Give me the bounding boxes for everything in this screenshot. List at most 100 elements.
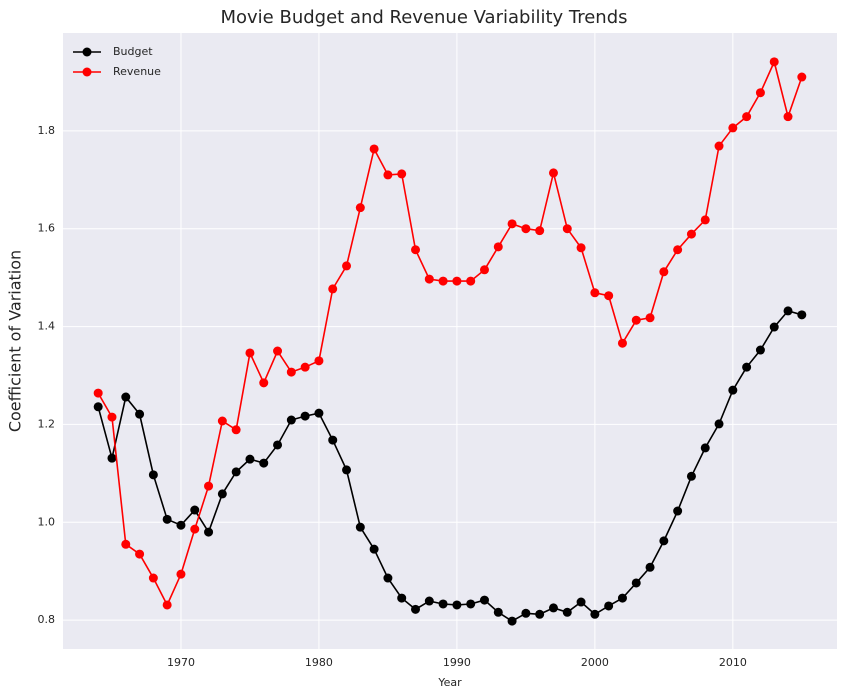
data-point [783,306,793,316]
data-point [700,215,710,225]
data-point [300,362,310,372]
data-point [659,536,669,546]
legend-marker [82,47,92,57]
data-point [466,276,476,286]
data-point [245,348,255,358]
data-point [424,274,434,284]
data-point [755,345,765,355]
data-point [204,527,214,537]
x-tick-label: 2010 [719,656,747,669]
data-point [355,522,365,532]
legend-label: Revenue [113,65,161,78]
data-point [617,593,627,603]
data-point [769,322,779,332]
data-point [135,549,145,559]
data-point [755,88,765,98]
data-point [314,408,324,418]
data-point [328,435,338,445]
x-tick-label: 2000 [581,656,609,669]
data-point [204,481,214,491]
data-point [521,608,531,618]
data-point [686,471,696,481]
data-point [148,573,158,583]
y-tick-label: 1.6 [38,222,56,235]
data-point [162,600,172,610]
y-tick-label: 1.4 [38,320,56,333]
data-point [190,505,200,515]
data-point [369,544,379,554]
data-point [452,276,462,286]
data-point [259,458,269,468]
data-point [107,453,117,463]
data-point [93,388,103,398]
y-tick-label: 1.2 [38,417,56,430]
data-point [217,489,227,499]
data-point [93,402,103,412]
data-point [411,604,421,614]
data-point [273,440,283,450]
data-point [686,229,696,239]
data-point [355,203,365,213]
data-point [521,224,531,234]
data-point [590,288,600,298]
data-point [148,470,158,480]
data-point [645,313,655,323]
data-point [286,415,296,425]
data-point [797,310,807,320]
data-point [507,616,517,626]
data-point [190,524,200,534]
plot-area [63,33,837,649]
data-point [245,454,255,464]
data-point [273,346,283,356]
data-point [783,112,793,122]
x-tick-label: 1980 [305,656,333,669]
data-point [535,609,545,619]
x-tick-label: 1990 [443,656,471,669]
data-point [769,57,779,67]
series-line [97,309,803,623]
data-point [397,593,407,603]
data-point [452,600,462,610]
data-point [700,443,710,453]
data-point [535,226,545,236]
data-point [438,599,448,609]
data-point [162,514,172,524]
data-point [369,144,379,154]
data-point [728,123,738,133]
data-point [631,315,641,325]
y-axis-label: Coefficient of Variation [6,250,25,432]
data-point [342,261,352,271]
data-point [659,267,669,277]
data-point [424,596,434,606]
data-point [300,411,310,421]
data-point [728,385,738,395]
data-point [479,265,489,275]
data-point [673,506,683,516]
legend-label: Budget [113,45,153,58]
data-point [590,609,600,619]
data-point [135,409,145,419]
data-point [466,599,476,609]
data-point [176,569,186,579]
data-point [328,284,338,294]
y-tick-label: 0.8 [38,613,56,626]
data-point [604,601,614,611]
chart-title: Movie Budget and Revenue Variability Tre… [220,7,627,28]
data-point [742,362,752,372]
data-point [576,243,586,253]
y-tick-label: 1.8 [38,124,56,137]
data-point [631,578,641,588]
data-point [121,392,131,402]
data-point [383,170,393,180]
data-point [217,416,227,426]
y-tick-label: 1.0 [38,515,56,528]
data-point [742,112,752,122]
data-point [121,539,131,549]
data-point [259,378,269,388]
data-point [176,520,186,530]
data-point [576,597,586,607]
data-point [673,245,683,255]
data-point [562,607,572,617]
series-line [97,59,803,607]
